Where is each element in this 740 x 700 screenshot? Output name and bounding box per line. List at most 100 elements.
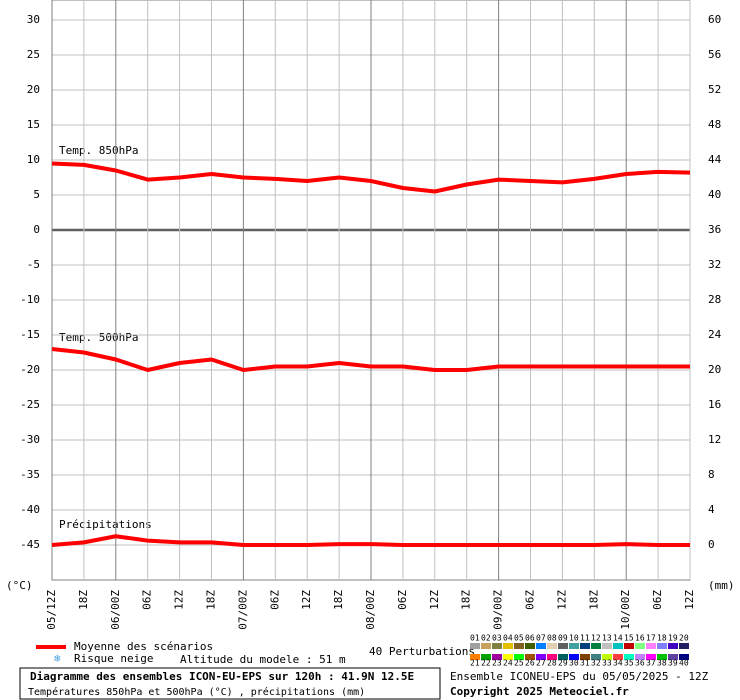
y-tick-label: 0 — [33, 223, 40, 236]
x-tick-label: 12Z — [173, 590, 186, 610]
x-tick-label: 07/00Z — [236, 590, 249, 630]
perturbation-swatch — [492, 654, 502, 660]
y-tick-label: -15 — [20, 328, 40, 341]
y-tick-label: -45 — [20, 538, 40, 551]
x-tick-label: 18Z — [460, 590, 473, 610]
series-line — [51, 347, 690, 372]
perturbation-swatch — [602, 654, 612, 660]
perturbation-label: 36 — [635, 659, 645, 668]
perturbation-swatch — [668, 654, 678, 660]
perturbation-swatch — [558, 643, 568, 649]
perturbation-label: 31 — [580, 659, 590, 668]
snow-icon: ❄ — [54, 652, 61, 665]
perturbation-swatch — [547, 643, 557, 649]
footer-subtitle: Températures 850hPa et 500hPa (°C) , pré… — [28, 686, 365, 698]
perturbation-label: 16 — [635, 634, 645, 643]
perturbation-label: 10 — [569, 634, 579, 643]
y-tick-label: 20 — [27, 83, 40, 96]
perturbation-label: 23 — [492, 659, 502, 668]
y2-tick-label: 60 — [708, 13, 721, 26]
perturbation-swatch — [635, 643, 645, 649]
x-tick-label: 18Z — [77, 590, 90, 610]
perturbation-label: 34 — [613, 659, 623, 668]
perturbation-swatch — [635, 654, 645, 660]
plot: 01 02 03 04 05 06 07 08 09 10 11 12 13 14 15 16 17 18 19 20… — [51, 161, 691, 668]
perturbation-label: 26 — [525, 659, 535, 668]
y-tick-label: 25 — [27, 48, 40, 61]
perturbation-swatch — [558, 654, 568, 660]
series-line — [51, 534, 690, 547]
perturbation-swatch — [481, 654, 491, 660]
perturbation-swatch — [525, 643, 535, 649]
y-tick-label: -40 — [20, 503, 40, 516]
y-tick-label: -20 — [20, 363, 40, 376]
perturbation-label: 08 — [547, 634, 557, 643]
x-tick-label: 12Z — [555, 590, 568, 610]
perturbation-label: 29 — [558, 659, 568, 668]
run-info: Ensemble ICONEU-EPS du 05/05/2025 - 12Z — [450, 670, 709, 683]
footer-box — [19, 667, 441, 700]
perturbation-label: 32 — [591, 659, 601, 668]
y-tick-label: -10 — [20, 293, 40, 306]
perturbation-swatch — [668, 643, 678, 649]
x-tick-label: 12Z — [300, 590, 313, 610]
perturbation-label: 19 — [668, 634, 678, 643]
perturbations-title: 40 Perturbations — [369, 645, 475, 658]
y-tick-label: 15 — [27, 118, 40, 131]
x-tick-label: 06Z — [524, 590, 537, 610]
perturbation-label: 15 — [624, 634, 634, 643]
perturbation-label: 35 — [624, 659, 634, 668]
perturbation-label: 03 — [492, 634, 502, 643]
perturbation-label: 28 — [547, 659, 557, 668]
perturbation-swatch — [657, 643, 667, 649]
perturbation-label: 20 — [679, 634, 689, 643]
perturbation-swatch — [591, 643, 601, 649]
y-unit: (°C) — [6, 579, 33, 592]
perturbation-label: 38 — [657, 659, 667, 668]
perturbation-swatch — [646, 654, 656, 660]
x-tick-label: 09/00Z — [492, 590, 505, 630]
y-tick-label: -35 — [20, 468, 40, 481]
x-tick-label: 12Z — [683, 590, 696, 610]
perturbation-swatch — [679, 643, 689, 649]
perturbation-label: 01 — [470, 634, 480, 643]
perturbation-swatch — [624, 654, 634, 660]
perturbation-swatch — [613, 654, 623, 660]
y2-tick-label: 4 — [708, 503, 715, 516]
perturbation-label: 30 — [569, 659, 579, 668]
y-tick-label: -25 — [20, 398, 40, 411]
y-tick-label: 30 — [27, 13, 40, 26]
y2-tick-label: 44 — [708, 153, 722, 166]
perturbation-label: 33 — [602, 659, 612, 668]
perturbation-swatch — [580, 654, 590, 660]
series-line — [51, 161, 691, 194]
perturbation-swatch — [492, 643, 502, 649]
perturbation-swatch — [613, 643, 623, 649]
perturbation-label: 24 — [503, 659, 513, 668]
x-tick-label: 12Z — [428, 590, 441, 610]
perturbation-label: 22 — [481, 659, 491, 668]
legend-label: Risque neige — [74, 652, 153, 665]
perturbation-label: 37 — [646, 659, 656, 668]
x-tick-label: 18Z — [332, 590, 345, 610]
perturbation-swatch — [602, 643, 612, 649]
perturbation-swatch — [536, 654, 546, 660]
perturbation-label: 40 — [679, 659, 689, 668]
legend-label: Moyenne des scénarios — [74, 640, 213, 653]
perturbation-label: 17 — [646, 634, 656, 643]
annotation: Précipitations — [59, 518, 152, 531]
perturbation-label: 12 — [591, 634, 601, 643]
perturbation-label: 11 — [580, 634, 590, 643]
altitude: Altitude du modele : 51 m — [180, 653, 346, 666]
perturbation-label: 04 — [503, 634, 513, 643]
y2-tick-label: 48 — [708, 118, 721, 131]
y2-tick-label: 8 — [708, 468, 715, 481]
x-tick-label: 10/00Z — [619, 590, 632, 630]
perturbation-label: 18 — [657, 634, 667, 643]
perturbation-label: 06 — [525, 634, 535, 643]
perturbation-swatch — [547, 654, 557, 660]
y-tick-label: 10 — [27, 153, 40, 166]
perturbation-swatch — [569, 654, 579, 660]
y2-tick-label: 52 — [708, 83, 721, 96]
